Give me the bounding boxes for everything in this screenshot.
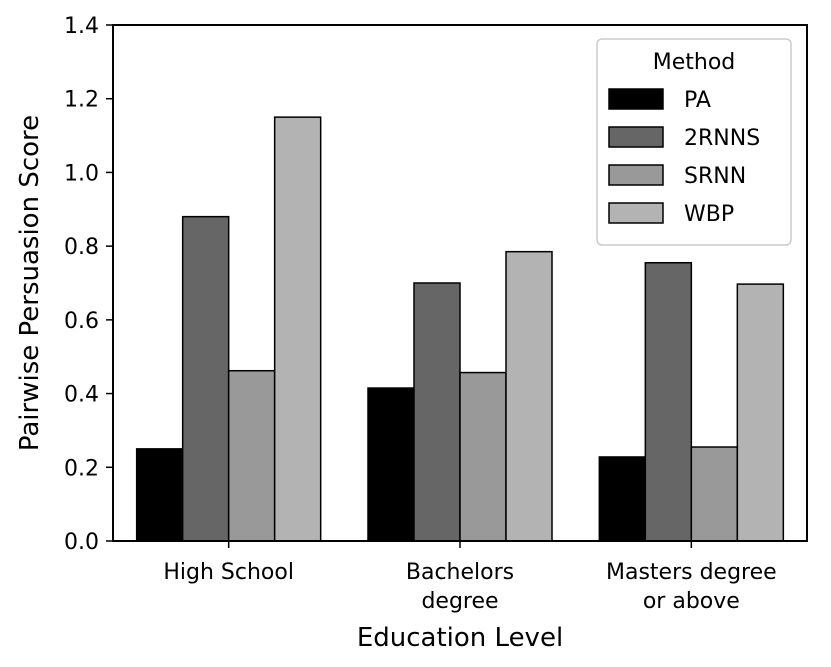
x-tick-label: degree: [421, 589, 498, 614]
bar-pa-high-school: [135, 448, 184, 542]
x-tick-label: High School: [163, 560, 294, 585]
legend-label-wbp: WBP: [684, 202, 734, 227]
bar-2rnns-bachelors-degree: [413, 282, 461, 542]
bar-wbp-bachelors-degree: [505, 250, 553, 542]
bar-srnn-high-school: [227, 369, 276, 542]
x-tick-label: or above: [643, 589, 740, 614]
legend: Method PA 2RNNS SRNN WBP: [596, 38, 792, 246]
legend-swatch-wbp: [608, 202, 664, 224]
bar-pa-bachelors-degree: [367, 387, 415, 542]
legend-swatch-2rnns: [608, 126, 664, 148]
bar-wbp-high-school: [273, 116, 322, 542]
y-axis: 0.0 0.2 0.4 0.6 0.8 1.0 1.2 1.4: [64, 14, 113, 555]
y-tick-label: 0.4: [64, 383, 99, 408]
y-tick-label: 0.0: [64, 530, 99, 555]
legend-swatch-pa: [608, 88, 664, 110]
legend-label-2rnns: 2RNNS: [684, 126, 760, 151]
legend-swatch-srnn: [608, 164, 664, 186]
bar-srnn-bachelors-degree: [459, 371, 507, 542]
y-tick-label: 1.2: [64, 88, 99, 113]
y-tick-label: 0.2: [64, 456, 99, 481]
x-tick-label: Bachelors: [406, 560, 514, 585]
bar-2rnns-masters-degree-or-above: [644, 261, 693, 542]
y-tick-label: 0.8: [64, 235, 99, 260]
x-axis: High School Bachelors degree Masters degree…: [163, 541, 777, 614]
y-tick-label: 1.4: [64, 14, 99, 39]
x-tick-label: Masters degree: [606, 560, 777, 585]
bar-2rnns-high-school: [181, 215, 230, 542]
legend-label-srnn: SRNN: [684, 164, 746, 189]
y-axis-label: Pairwise Persuasion Score: [15, 115, 45, 451]
x-axis-label: Education Level: [357, 623, 563, 653]
bar-srnn-masters-degree-or-above: [690, 446, 739, 542]
bars-group: [135, 116, 785, 542]
bar-wbp-masters-degree-or-above: [736, 283, 785, 542]
legend-label-pa: PA: [684, 88, 711, 113]
y-tick-label: 0.6: [64, 309, 99, 334]
y-tick-label: 1.0: [64, 161, 99, 186]
bar-pa-masters-degree-or-above: [598, 456, 647, 542]
legend-title: Method: [653, 50, 736, 75]
